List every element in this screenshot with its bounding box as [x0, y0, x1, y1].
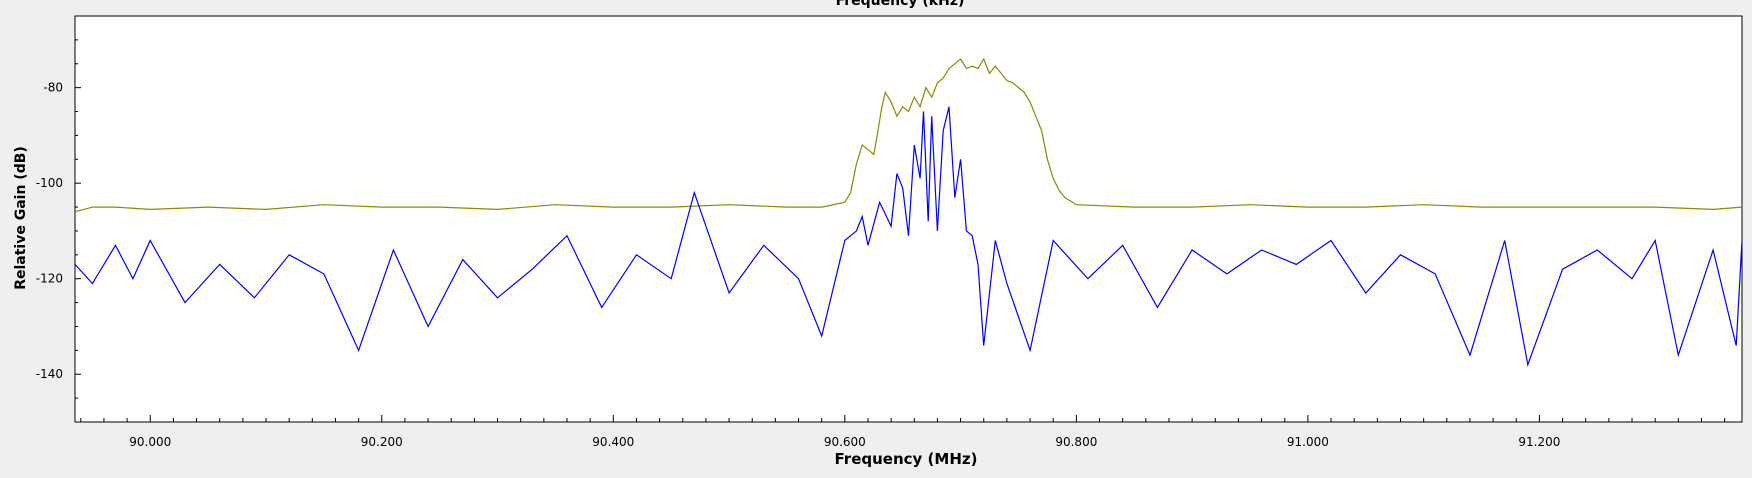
x-tick-label: 91.000: [1287, 435, 1329, 449]
y-tick-label: -100: [36, 176, 63, 190]
x-tick-label: 90.000: [129, 435, 171, 449]
y-tick-label: -140: [36, 367, 63, 381]
x-tick-label: 90.800: [1055, 435, 1097, 449]
series-line-2: [74, 106, 1743, 367]
y-tick-label: -120: [36, 272, 63, 286]
y-tick-label: -80: [43, 81, 63, 95]
top-axis-label: Frequency (kHz): [836, 0, 965, 9]
x-tick-label: 90.600: [824, 435, 866, 449]
x-tick-label: 91.200: [1518, 435, 1560, 449]
x-axis: 90.000 90.200 90.400 90.600 90.800 91.000 91.2…: [80, 415, 1726, 449]
x-tick-label: 90.400: [592, 435, 634, 449]
x-axis-label: Frequency (MHz): [835, 450, 978, 468]
series-line-1: [74, 57, 1743, 213]
plot-lines: [74, 57, 1743, 367]
x-tick-label: 90.200: [361, 435, 403, 449]
y-axis-label: Relative Gain (dB): [13, 146, 29, 290]
y-axis: -80 -100 -120 -140: [36, 15, 81, 423]
plot-area: [74, 15, 1743, 423]
